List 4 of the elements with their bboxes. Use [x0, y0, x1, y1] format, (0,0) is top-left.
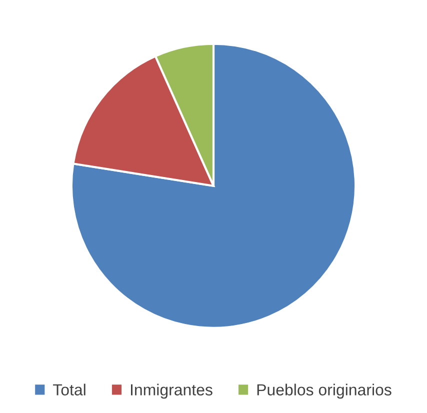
legend-label: Inmigrantes — [130, 384, 212, 399]
legend-label: Pueblos originarios — [257, 384, 392, 399]
legend-label: Total — [53, 384, 86, 396]
pie-slice — [70, 42, 357, 329]
